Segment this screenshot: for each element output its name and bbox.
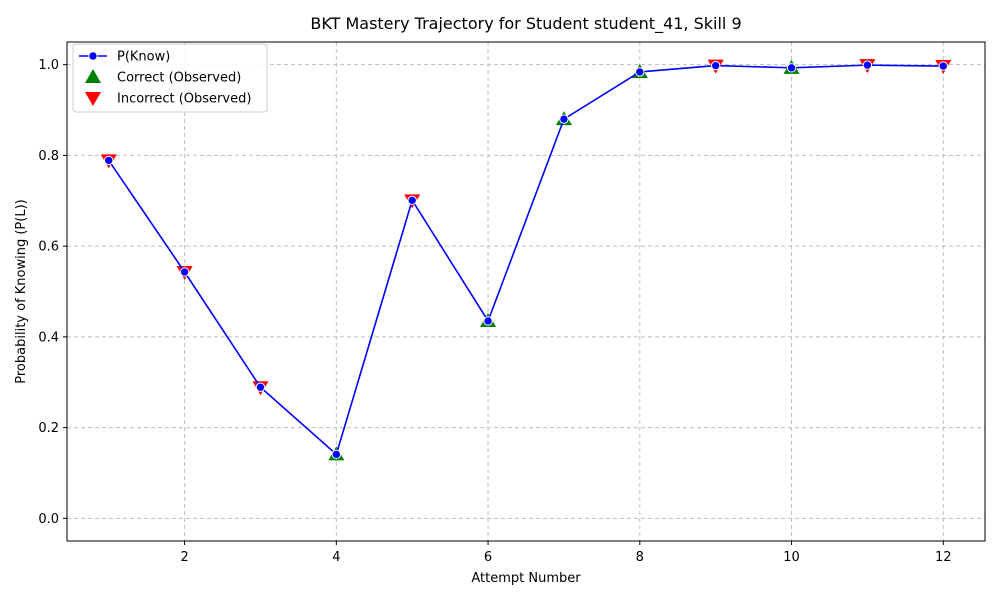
pknow-point	[179, 267, 190, 277]
x-tick-label: 8	[636, 550, 644, 565]
legend-box	[72, 43, 268, 113]
pknow-point	[331, 449, 342, 460]
pknow-point	[559, 114, 569, 124]
legend-label-pknow: P(Know)	[117, 50, 170, 65]
pknow-point	[710, 60, 721, 71]
x-tick-label: 12	[935, 550, 952, 565]
legend-correct-swatch	[85, 69, 101, 83]
pknow-point	[862, 60, 873, 70]
y-axis-title: Probability of Knowing (P(L))	[14, 199, 29, 383]
pknow-point	[483, 316, 493, 326]
x-tick-label: 10	[783, 550, 800, 565]
x-tick-label: 2	[180, 550, 188, 565]
pknow-point	[938, 61, 948, 71]
y-tick-label: 0.2	[38, 421, 59, 436]
grid	[67, 42, 985, 541]
pknow-point	[635, 67, 645, 77]
x-tick-label: 6	[484, 550, 492, 565]
x-tick-label: 4	[332, 550, 340, 565]
pknow-point	[255, 382, 266, 392]
y-tick-label: 0.4	[38, 330, 59, 345]
pknow-point	[407, 195, 417, 206]
legend-label-incorrect: Incorrect (Observed)	[117, 92, 251, 107]
y-tick-label: 1.0	[38, 58, 59, 73]
y-tick-label: 0.0	[38, 512, 59, 527]
plot-frame	[66, 41, 986, 542]
axis-ticks: 2 4 6 8 10 12 0.0 0.2 0.4 0.6 0.8 1.0	[38, 58, 951, 565]
legend-incorrect-swatch	[85, 92, 101, 106]
legend-label-correct: Correct (Observed)	[117, 71, 241, 86]
pknow-line	[108, 64, 944, 456]
pknow-point	[786, 63, 797, 73]
legend-point-swatch	[88, 51, 98, 61]
y-tick-label: 0.8	[38, 149, 59, 164]
x-axis-title: Attempt Number	[471, 571, 581, 586]
legend: P(Know) Correct (Observed) Incorrect (Obse…	[72, 43, 268, 113]
series	[100, 59, 952, 461]
chart-title: BKT Mastery Trajectory for Student stude…	[310, 14, 741, 34]
pknow-point	[104, 155, 114, 166]
y-tick-label: 0.6	[38, 240, 59, 255]
